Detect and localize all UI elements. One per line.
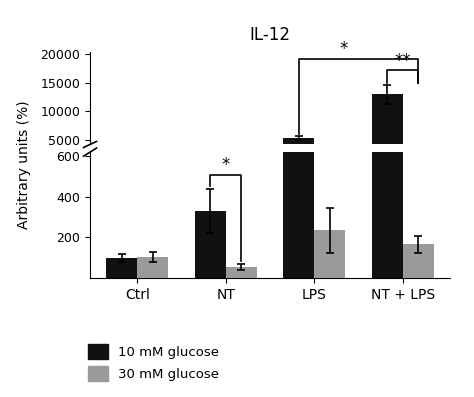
Legend: 10 mM glucose, 30 mM glucose: 10 mM glucose, 30 mM glucose xyxy=(82,339,224,386)
Bar xyxy=(283,0,314,278)
Bar xyxy=(372,0,403,278)
Bar xyxy=(195,166,226,168)
Bar xyxy=(226,267,257,278)
Bar xyxy=(137,256,168,278)
Text: **: ** xyxy=(394,52,411,70)
Text: *: * xyxy=(339,40,347,58)
Bar xyxy=(314,230,346,278)
Text: *: * xyxy=(222,156,230,174)
Bar xyxy=(283,138,314,168)
Bar xyxy=(107,258,137,278)
Title: IL-12: IL-12 xyxy=(250,27,291,44)
Bar xyxy=(372,94,403,168)
Bar xyxy=(195,211,226,278)
Text: Arbitrary units (%): Arbitrary units (%) xyxy=(17,100,31,229)
Bar xyxy=(314,167,346,168)
Bar xyxy=(403,245,434,278)
